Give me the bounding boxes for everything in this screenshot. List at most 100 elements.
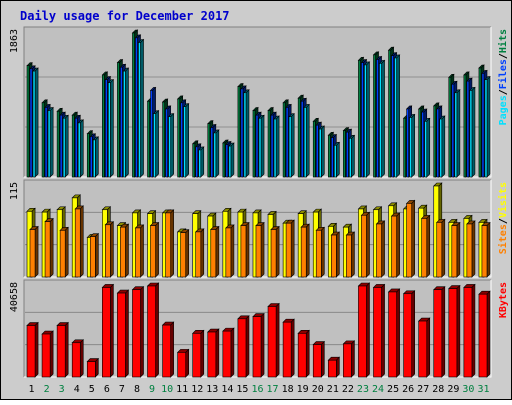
bar-pages-day-30-side — [471, 86, 476, 178]
bar-sites-day-21-front — [330, 234, 337, 278]
bar-pages-day-22-side — [351, 134, 355, 178]
bar-files-day-6-front — [105, 79, 108, 178]
bar-pages-day-30 — [469, 86, 476, 178]
panel-hits-files-pages-ymax-label: 1863 — [9, 29, 20, 53]
legend-entry-separator-3: / — [498, 53, 509, 59]
bar-sites-day-14-side — [230, 224, 235, 278]
bar-hits-day-15-front — [237, 86, 241, 178]
bar-pages-day-2 — [47, 106, 54, 178]
bar-files-day-2-front — [44, 107, 48, 178]
bar-sites-day-2 — [44, 217, 54, 278]
bar-kbytes-day-6 — [101, 283, 115, 378]
bar-kbytes-day-7-front — [117, 292, 126, 378]
bar-pages-day-6-side — [110, 78, 114, 178]
bar-pages-day-1-front — [32, 70, 36, 178]
bar-hits-day-23-front — [358, 59, 361, 178]
bar-pages-day-1 — [32, 67, 39, 178]
bar-pages-day-13 — [213, 129, 220, 178]
bar-kbytes-day-11-front — [177, 352, 187, 378]
bar-hits-day-16-front — [252, 110, 256, 178]
bar-hits-day-27-front — [418, 108, 422, 178]
bar-pages-day-28 — [439, 115, 446, 178]
bar-sites-day-17-front — [270, 229, 277, 278]
bar-files-day-16-front — [255, 114, 259, 178]
bar-kbytes-day-8 — [131, 285, 145, 378]
bar-pages-day-19-side — [305, 103, 310, 178]
bar-pages-day-2-side — [49, 106, 54, 178]
bar-sites-day-25-side — [396, 212, 400, 278]
x-tick-label-day-16: 16 — [251, 384, 263, 395]
bar-files-day-9-front — [150, 90, 153, 178]
bar-hits-day-17-front — [267, 110, 271, 178]
bar-hits-day-20-front — [312, 121, 316, 178]
series-kbytes — [26, 282, 491, 378]
legend-entry-visits-2: Visits — [497, 182, 509, 218]
bar-sites-day-23-front — [361, 214, 367, 278]
bar-sites-day-14 — [225, 224, 235, 278]
bar-kbytes-day-13-side — [215, 328, 220, 378]
bar-kbytes-day-31-side — [486, 290, 491, 378]
bar-pages-day-4-side — [79, 119, 84, 178]
bar-pages-day-20-front — [318, 128, 322, 178]
bar-pages-day-4 — [77, 119, 84, 178]
bar-kbytes-day-1 — [26, 321, 39, 378]
bar-sites-day-12-front — [195, 231, 202, 278]
x-tick-label-day-2: 2 — [44, 384, 50, 395]
legend-entry-files-2: Files — [497, 59, 509, 89]
bar-kbytes-day-22-front — [343, 343, 352, 378]
bar-pages-day-6 — [107, 78, 115, 178]
bar-pages-day-21 — [333, 141, 341, 178]
x-tick-label-day-13: 13 — [206, 384, 218, 395]
x-tick-label-day-12: 12 — [191, 384, 203, 395]
bar-kbytes-day-4 — [71, 339, 84, 378]
bar-sites-day-17 — [270, 225, 280, 278]
bar-pages-day-11-front — [183, 106, 187, 178]
bar-kbytes-day-21-front — [327, 359, 337, 378]
panel-kbytes-bevel-dark — [23, 279, 491, 377]
bar-sites-day-20-side — [320, 226, 325, 278]
bar-sites-day-23 — [360, 211, 371, 278]
bar-pages-day-23-front — [364, 64, 367, 178]
x-tick-label-day-28: 28 — [432, 384, 444, 395]
x-tick-label-day-9: 9 — [149, 384, 155, 395]
bar-sites-day-26-front — [406, 203, 412, 278]
bar-sites-day-27-side — [426, 214, 431, 278]
bar-kbytes-day-23-side — [366, 282, 370, 378]
bar-pages-day-15-front — [243, 92, 247, 178]
bar-files-day-13-front — [210, 127, 214, 178]
bar-pages-day-4-front — [77, 122, 81, 178]
bar-sites-day-21-side — [336, 231, 340, 278]
bar-sites-day-6-front — [105, 224, 111, 278]
bar-pages-day-26-front — [409, 117, 412, 178]
bar-pages-day-18-front — [288, 116, 292, 178]
bar-hits-day-2-front — [41, 102, 45, 178]
bar-sites-day-28 — [436, 218, 446, 278]
bar-kbytes-day-5-front — [86, 361, 96, 378]
bar-hits-day-31-front — [478, 67, 482, 178]
bar-hits-day-11-front — [177, 98, 181, 178]
bar-sites-day-28-front — [436, 222, 443, 278]
panel-hits-files-pages-bevel-dark — [23, 26, 491, 177]
bar-kbytes-day-3-side — [64, 321, 69, 378]
x-tick-label-day-1: 1 — [29, 384, 35, 395]
x-tick-label-day-30: 30 — [462, 384, 474, 395]
bar-sites-day-18-front — [285, 222, 292, 278]
panel-kbytes-ymax-label: 40658 — [9, 282, 20, 312]
bar-kbytes-day-12-front — [192, 333, 202, 378]
bar-hits-day-13-front — [207, 123, 211, 178]
bar-files-day-5-front — [89, 136, 93, 178]
bar-pages-day-14 — [228, 142, 235, 178]
bar-hits-day-26-front — [403, 117, 406, 178]
bar-pages-day-31-side — [486, 75, 491, 178]
bar-kbytes-day-4-front — [71, 342, 81, 378]
bar-kbytes-day-20-side — [320, 340, 325, 378]
bar-pages-day-19-front — [303, 107, 307, 178]
bar-kbytes-day-4-side — [79, 339, 84, 378]
bar-sites-day-30 — [466, 220, 476, 278]
bar-pages-day-16-front — [258, 117, 262, 178]
bar-kbytes-day-15-side — [245, 315, 250, 378]
bar-sites-day-6 — [104, 221, 115, 278]
bar-hits-day-7-front — [117, 62, 120, 178]
bar-files-day-23-front — [361, 62, 364, 178]
